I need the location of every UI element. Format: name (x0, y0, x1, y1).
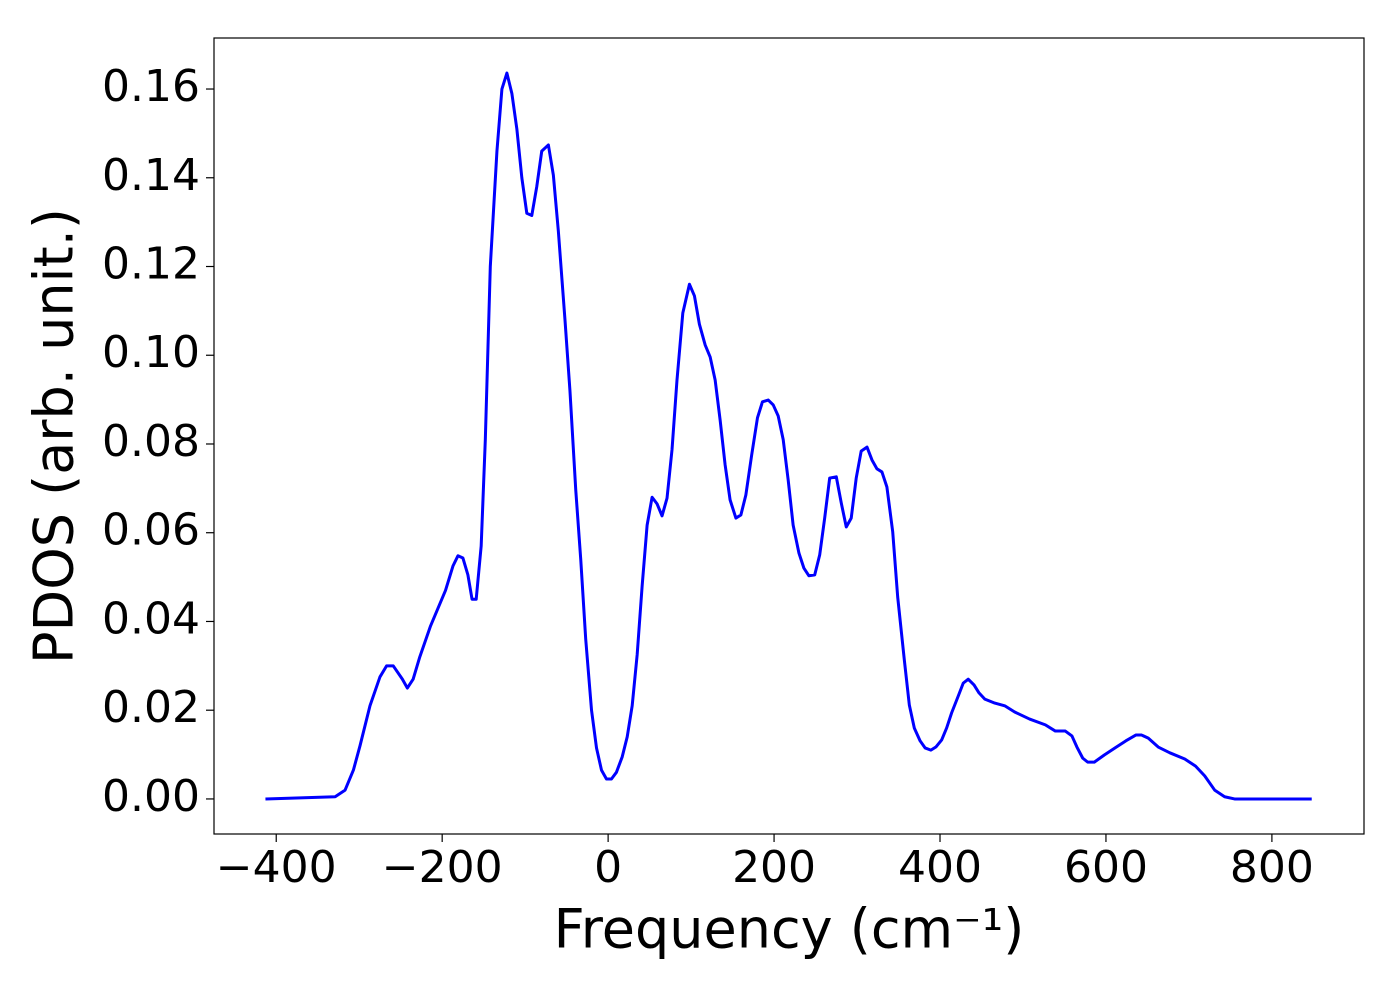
data-line (265, 71, 1312, 801)
y-tick-label: 0.08 (102, 416, 200, 467)
y-tick-label: 0.02 (102, 682, 200, 733)
x-tick-label: 400 (898, 842, 982, 893)
x-tick-label: 600 (1064, 842, 1148, 893)
x-tick-label: 0 (594, 842, 622, 893)
y-axis-label: PDOS (arb. unit.) (23, 208, 86, 664)
plot-frame (213, 37, 1365, 835)
y-tick-label: 0.04 (102, 593, 200, 644)
y-tick-label: 0.16 (102, 61, 200, 112)
y-tick-label: 0.00 (102, 771, 200, 822)
x-tick-label: 800 (1230, 842, 1314, 893)
y-tick-label: 0.14 (102, 150, 200, 201)
y-tick-label: 0.06 (102, 505, 200, 556)
y-tick-label: 0.12 (102, 239, 200, 290)
y-tick-label: 0.10 (102, 327, 200, 378)
x-axis-label: Frequency (cm⁻¹) (554, 898, 1025, 961)
x-tick-label: −400 (216, 842, 337, 893)
x-tick-label: −200 (382, 842, 503, 893)
x-tick-label: 200 (732, 842, 816, 893)
